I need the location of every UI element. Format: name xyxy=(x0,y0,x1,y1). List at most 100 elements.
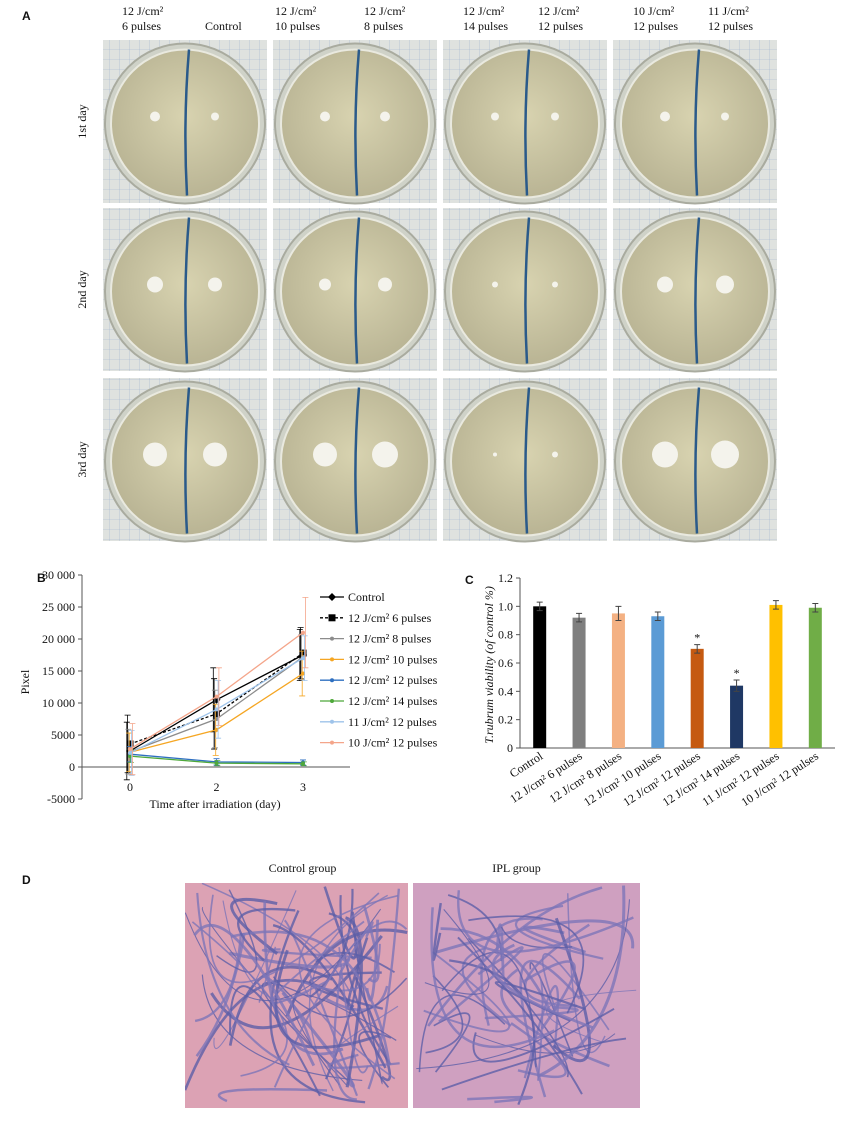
hypha xyxy=(196,892,290,1066)
marker-line xyxy=(354,387,361,534)
hypha xyxy=(541,952,610,1031)
hypha xyxy=(273,920,408,1088)
hypha xyxy=(363,906,380,983)
hypha xyxy=(308,971,384,1010)
y-axis-label: T.rubrum viability (of control %) xyxy=(482,586,496,744)
micrograph-hyphae xyxy=(185,883,408,1104)
colony xyxy=(143,442,167,467)
hypha xyxy=(427,886,603,1027)
y-tick-label: 0.8 xyxy=(498,628,513,642)
hypha xyxy=(500,926,573,949)
marker-line xyxy=(184,217,191,364)
marker-line xyxy=(524,217,531,364)
colony xyxy=(552,451,558,458)
y-tick-label: 10 000 xyxy=(42,696,75,710)
hypha xyxy=(213,890,297,1049)
row-label: 1st day xyxy=(75,104,89,138)
panel-label: D xyxy=(22,873,31,887)
legend-label: 12 J/cm² 6 pulses xyxy=(348,611,432,625)
legend-marker xyxy=(330,740,334,745)
hypha xyxy=(441,951,537,1068)
hypha xyxy=(274,949,380,1049)
error-bar xyxy=(302,597,309,669)
bar xyxy=(572,617,586,748)
marker-line xyxy=(184,49,191,196)
colony xyxy=(319,278,331,291)
hypha xyxy=(323,886,358,960)
x-tick-label: 0 xyxy=(127,780,133,794)
colony xyxy=(551,112,559,121)
point xyxy=(214,694,219,699)
colony xyxy=(211,112,219,121)
y-tick-label: 30 000 xyxy=(42,568,75,582)
hypha xyxy=(484,1005,579,1020)
colony xyxy=(147,276,163,293)
bar xyxy=(730,685,744,748)
colony xyxy=(552,281,558,288)
hypha xyxy=(461,947,512,1027)
y-tick-label: 0 xyxy=(507,741,513,755)
point xyxy=(213,710,220,718)
colony xyxy=(491,112,499,121)
micrograph-hyphae xyxy=(416,885,637,1106)
colony xyxy=(320,111,330,122)
colony xyxy=(493,452,497,457)
hypha xyxy=(536,973,544,1081)
hypha xyxy=(441,1037,627,1091)
column-header: 12 pulses xyxy=(708,19,753,33)
hypha xyxy=(194,933,243,1023)
x-axis-label: Time after irradiation (day) xyxy=(149,797,280,811)
hypha xyxy=(335,1005,399,1051)
y-tick-label: 20 000 xyxy=(42,632,75,646)
colony xyxy=(150,111,160,122)
series-line xyxy=(129,657,304,754)
error-bar xyxy=(654,611,661,621)
bar xyxy=(651,616,665,748)
hypha xyxy=(514,904,604,960)
y-tick-label: 0 xyxy=(69,760,75,774)
point xyxy=(301,671,305,676)
point xyxy=(128,747,132,752)
hypha xyxy=(457,890,634,953)
hypha xyxy=(333,970,357,1101)
point xyxy=(214,727,219,732)
marker-line xyxy=(524,49,531,196)
y-tick-label: 25 000 xyxy=(42,600,75,614)
column-header: 12 pulses xyxy=(633,19,678,33)
column-header: 12 J/cm² xyxy=(538,4,580,18)
colony xyxy=(203,442,227,467)
hypha xyxy=(495,923,505,977)
y-tick-label: 0.4 xyxy=(498,684,513,698)
colony xyxy=(652,441,678,468)
bar xyxy=(690,648,704,748)
panel-label: B xyxy=(37,571,46,585)
hypha xyxy=(230,930,391,1064)
legend-label: 12 J/cm² 8 pulses xyxy=(348,632,432,646)
column-header: 12 J/cm² xyxy=(463,4,505,18)
point xyxy=(128,754,132,759)
hypha xyxy=(519,959,581,1098)
column-header: 12 J/cm² xyxy=(122,4,164,18)
panel-label: C xyxy=(465,573,474,587)
legend-label: 12 J/cm² 14 pulses xyxy=(348,694,438,708)
column-header: 10 J/cm² xyxy=(633,4,675,18)
legend-marker xyxy=(328,593,336,601)
hypha xyxy=(272,976,408,1019)
hypha xyxy=(230,897,279,955)
legend-marker xyxy=(330,719,334,724)
hypha xyxy=(468,915,585,1014)
column-header: 8 pulses xyxy=(364,19,403,33)
hypha xyxy=(354,976,392,1082)
hypha xyxy=(229,985,321,1097)
colony xyxy=(313,442,337,467)
column-header: 12 J/cm² xyxy=(364,4,406,18)
hypha xyxy=(237,907,296,962)
column-header: 12 pulses xyxy=(538,19,583,33)
hypha xyxy=(491,943,594,1029)
hypha xyxy=(418,994,506,1073)
marker-line xyxy=(694,217,701,364)
colony xyxy=(716,275,734,294)
legend-marker xyxy=(330,699,334,703)
error-bar xyxy=(772,600,779,610)
bar xyxy=(533,606,547,748)
